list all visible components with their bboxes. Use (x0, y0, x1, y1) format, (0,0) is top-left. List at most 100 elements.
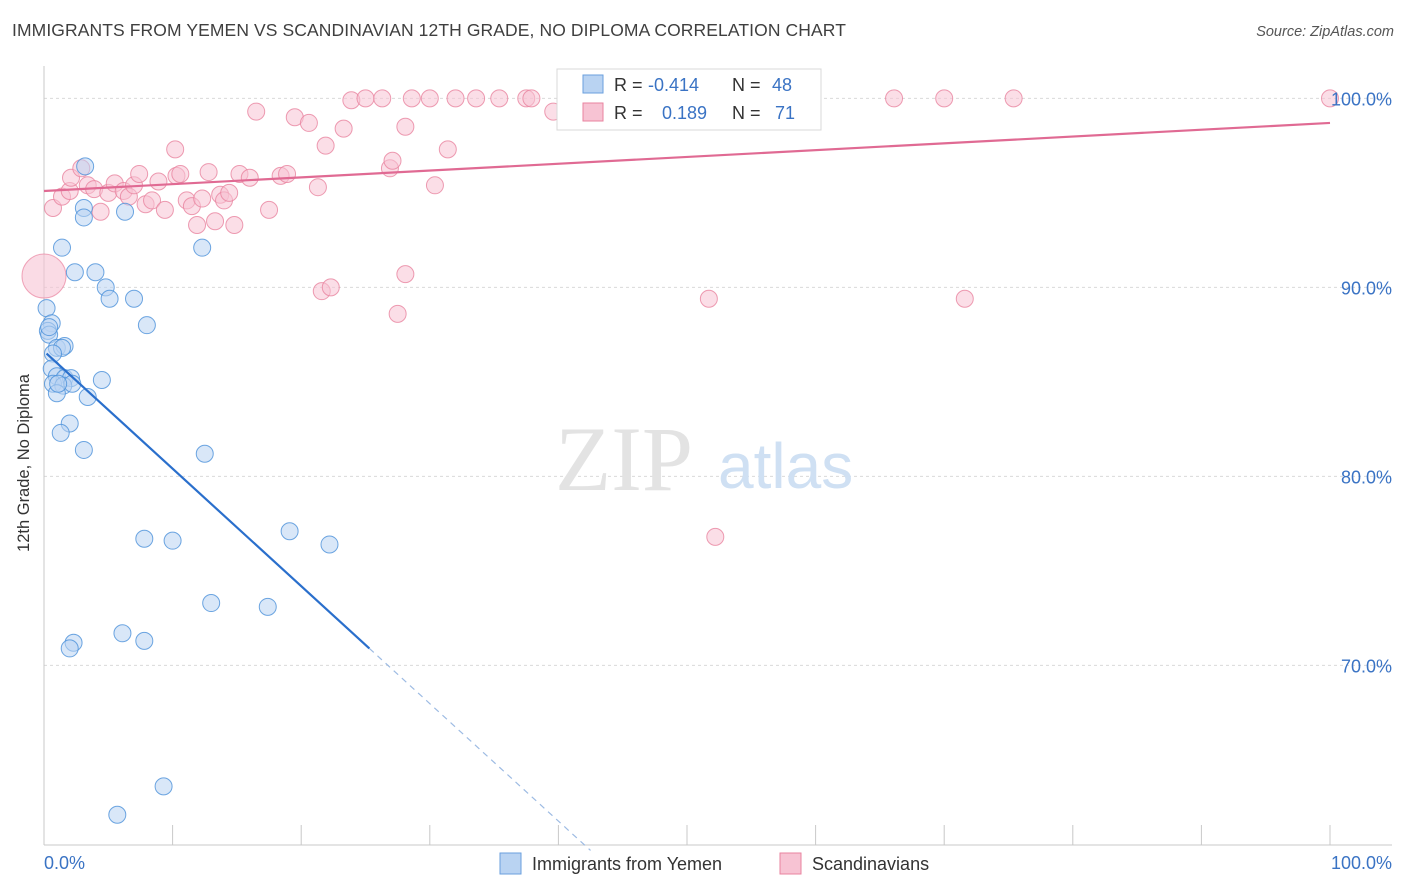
scandinavians-point (334, 119, 353, 138)
scandinavians-point (225, 216, 244, 234)
yemen-point (49, 374, 68, 393)
legend-n-label-2: N = (732, 103, 761, 123)
yemen-point (135, 529, 154, 548)
x-tick-label: 0.0% (44, 853, 85, 873)
scandinavians-point (396, 117, 415, 136)
scandinavians-point (467, 89, 486, 108)
scandinavians-point (299, 113, 318, 132)
scandinavians-point (278, 164, 297, 183)
yemen-point (74, 208, 93, 227)
tick-labels: 100.0% 90.0% 80.0% 70.0% 0.0% 100.0% (44, 89, 1392, 873)
scandinavians-point (955, 289, 974, 308)
yemen-point (53, 238, 72, 257)
yemen-point (258, 597, 277, 616)
legend-r-label-2: R = (614, 103, 643, 123)
yemen-point (137, 316, 156, 335)
yemen-point (78, 388, 97, 407)
yemen-point (125, 289, 144, 308)
scandinavians-point (206, 212, 225, 231)
stats-legend: R = -0.414 N = 48 R = 0.189 N = 71 (556, 68, 822, 131)
legend-n-label-1: N = (732, 75, 761, 95)
scandinavians-point (220, 183, 239, 202)
scandinavians-point (247, 102, 266, 121)
scandinavians-point (402, 89, 421, 108)
scandinavians-point (383, 151, 402, 170)
scandinavians-point (490, 89, 509, 108)
axes (43, 66, 1392, 846)
yemen-point (108, 805, 127, 824)
scandinavians-point (699, 289, 718, 308)
scandinavians-point (188, 216, 207, 234)
scandinavians-point (155, 200, 174, 219)
scandinavians-point (706, 527, 725, 546)
watermark-atlas: atlas (718, 430, 853, 502)
scandinavians-point (438, 140, 457, 159)
yemen-point (92, 371, 111, 389)
scandinavians-point (199, 163, 218, 182)
scandinavians-point (166, 140, 185, 159)
legend-swatch-yemen (582, 74, 604, 94)
yemen-trend-line (45, 352, 371, 650)
legend-r-value-2: 0.189 (662, 103, 707, 123)
scandinavians-point (446, 89, 465, 108)
yemen-point (163, 531, 182, 550)
y-tick-label: 70.0% (1341, 656, 1392, 676)
chart-title: IMMIGRANTS FROM YEMEN VS SCANDINAVIAN 12… (12, 20, 846, 40)
yemen-point (37, 299, 56, 318)
yemen-point (280, 522, 299, 541)
y-tick-label: 100.0% (1331, 89, 1392, 109)
scandinavians-point (260, 200, 279, 219)
scandinavians-point (1004, 89, 1023, 108)
yemen-point (51, 423, 70, 442)
yemen-point (320, 535, 339, 554)
x-tick-label: 100.0% (1331, 853, 1392, 873)
scandinavians-point (240, 168, 259, 187)
bottom-legend-swatch-scandinavians (779, 852, 802, 875)
yemen-point (113, 624, 132, 643)
scandinavians-point (321, 278, 340, 297)
yemen-point (154, 777, 173, 796)
y-tick-label: 80.0% (1341, 467, 1392, 487)
legend-n-value-1: 48 (772, 75, 792, 95)
yemen-point (100, 289, 119, 308)
yemen-points (37, 157, 339, 824)
yemen-point (76, 157, 95, 176)
yemen-trend-extension (368, 647, 591, 851)
scandinavians-point (356, 89, 375, 108)
legend-r-label-1: R = (614, 75, 643, 95)
scandinavians-point (91, 202, 110, 221)
legend-n-value-2: 71 (775, 103, 795, 123)
scandinavians-point (885, 89, 904, 108)
scandinavians-point (1321, 89, 1339, 108)
scandinavians-trend-line (43, 121, 1331, 193)
scandinavians-point (149, 172, 168, 191)
legend-r-value-1: -0.414 (648, 75, 699, 95)
trend-lines (43, 121, 1331, 851)
scandinavians-point (130, 164, 149, 183)
scandinavians-points (21, 89, 1339, 546)
scandinavians-point (425, 176, 444, 195)
watermark-zip: ZIP (555, 408, 693, 510)
scandinavians-point (935, 89, 954, 108)
yemen-point (135, 631, 154, 650)
yemen-point (74, 440, 93, 459)
scandinavians-point (308, 178, 327, 197)
yemen-point (86, 263, 105, 282)
scandinavians-point (388, 304, 407, 323)
legend-swatch-scandinavians (582, 102, 604, 122)
yemen-point (40, 318, 59, 337)
bottom-legend-label-scandinavians: Scandinavians (812, 854, 929, 874)
scandinavians-point (420, 89, 439, 108)
scandinavians-point (193, 189, 212, 208)
y-tick-label: 90.0% (1341, 278, 1392, 298)
yemen-point (195, 444, 214, 463)
yemen-point (193, 238, 212, 257)
scandinavians-point (396, 265, 415, 284)
bottom-legend-swatch-yemen (499, 852, 522, 875)
scandinavians-point (373, 89, 392, 108)
yemen-point (65, 263, 84, 282)
yemen-point (60, 639, 79, 658)
bottom-legend: Immigrants from Yemen Scandinavians (499, 852, 929, 875)
scandinavians-point (21, 253, 67, 299)
